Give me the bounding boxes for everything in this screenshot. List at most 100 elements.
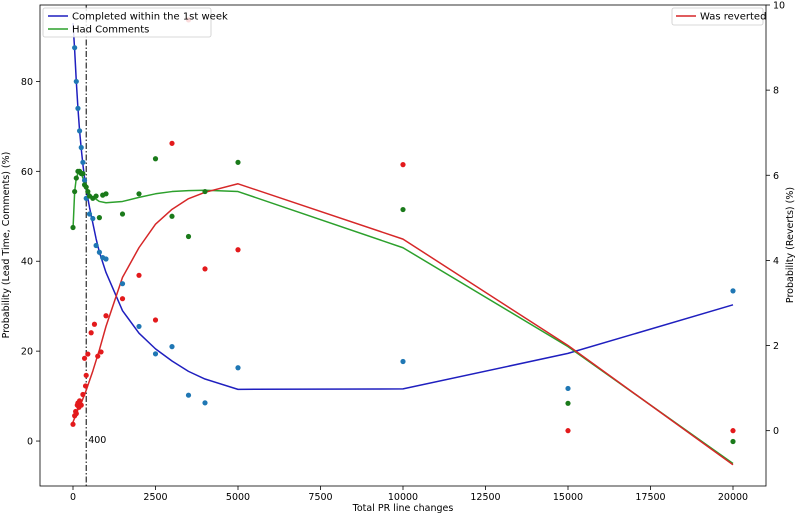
point-comments (185, 233, 192, 240)
point-completed (565, 385, 571, 392)
point-completed (72, 45, 78, 51)
point-comments (72, 188, 78, 195)
point-comments (70, 224, 76, 231)
x-tick-label: 12500 (470, 492, 500, 503)
point-completed (93, 242, 99, 249)
point-completed (96, 249, 102, 255)
point-reverted (119, 296, 126, 302)
y-right-tick-label: 10 (773, 1, 785, 12)
point-reverted (103, 313, 109, 319)
point-reverted (169, 140, 175, 146)
x-tick-label: 17500 (635, 492, 665, 503)
y-right-tick-label: 8 (773, 86, 779, 97)
plot-content: 400 (70, 5, 736, 486)
legend-left-box (42, 7, 212, 38)
legend-right: Was reverted (671, 7, 766, 26)
point-completed (152, 351, 159, 357)
point-reverted (88, 330, 94, 336)
x-tick-label: 0 (70, 492, 76, 503)
point-reverted (78, 402, 84, 408)
point-comments (235, 159, 241, 165)
point-reverted (152, 317, 159, 323)
point-reverted (730, 428, 736, 434)
point-reverted (565, 428, 571, 434)
x-axis-label: Total PR line changes (352, 503, 454, 514)
point-comments (93, 193, 99, 199)
point-comments (136, 191, 142, 197)
point-comments (83, 184, 89, 190)
x-tick-label: 2500 (143, 492, 167, 503)
point-completed (80, 159, 86, 165)
legend-comments-label: Had Comments (72, 25, 149, 36)
y-right-axis-label: Probability (Reverts) (%) (785, 187, 796, 303)
x-axis: 0 2500 5000 7500 10000 12500 15000 17500 20000 (70, 486, 748, 503)
y-right-tick-label: 4 (773, 256, 779, 267)
point-completed (400, 358, 406, 365)
x-tick-label: 7500 (308, 492, 332, 503)
point-reverted (83, 372, 89, 378)
point-comments (96, 215, 102, 221)
x-tick-label: 5000 (226, 492, 250, 503)
x-tick-label: 15000 (553, 492, 583, 503)
y-right-tick-label: 2 (773, 341, 779, 352)
point-comments (400, 206, 406, 213)
point-reverted (400, 162, 406, 168)
point-completed (86, 211, 93, 217)
threshold-label: 400 (88, 435, 106, 446)
point-reverted (77, 398, 83, 404)
point-reverted (80, 391, 86, 398)
point-reverted (91, 321, 98, 327)
point-comments (565, 400, 571, 406)
y-right-tick-label: 6 (773, 171, 779, 182)
point-reverted (202, 266, 208, 272)
point-reverted (95, 353, 101, 359)
point-reverted (98, 349, 104, 355)
point-comments (103, 191, 109, 197)
series-line-reverted (72, 183, 734, 466)
point-comments (119, 211, 126, 217)
point-reverted (235, 247, 241, 253)
y-right-axis: 0 2 4 6 8 10 (766, 1, 785, 437)
point-completed (77, 128, 83, 134)
legend-left: Completed within the 1st week Had Commen… (42, 7, 228, 38)
legend-reverted-label: Was reverted (700, 12, 766, 23)
y-left-tick-label: 60 (21, 167, 33, 178)
point-completed (78, 144, 84, 151)
point-completed (81, 177, 88, 183)
point-completed (136, 323, 142, 330)
point-comments (202, 188, 208, 195)
point-comments (85, 188, 91, 195)
point-reverted (81, 355, 88, 361)
point-comments (73, 175, 79, 181)
point-reverted (136, 272, 142, 278)
y-left-tick-label: 80 (21, 77, 33, 88)
point-completed (169, 344, 175, 350)
point-completed (235, 365, 241, 371)
point-completed (103, 256, 109, 262)
point-completed (202, 400, 208, 406)
x-tick-label: 10000 (388, 492, 418, 503)
point-reverted (85, 351, 91, 357)
y-left-axis-label: Probability (Lead Time, Comments) (%) (1, 152, 12, 339)
point-completed (119, 281, 126, 287)
point-completed (90, 215, 96, 222)
legend-right-box (671, 7, 764, 26)
series-line-completed (72, 22, 734, 391)
y-left-axis: 0 20 40 60 80 (21, 77, 40, 448)
x-tick-label: 20000 (718, 492, 748, 503)
point-completed (185, 392, 192, 398)
point-completed (73, 78, 79, 85)
y-left-tick-label: 0 (27, 437, 33, 448)
y-right-tick-label: 0 (773, 426, 779, 437)
point-comments (80, 170, 86, 177)
y-left-tick-label: 20 (21, 347, 33, 358)
point-reverted (82, 383, 89, 389)
point-reverted (73, 411, 79, 417)
point-reverted (70, 421, 76, 427)
plot-frame (39, 4, 767, 487)
point-completed (75, 105, 81, 111)
point-completed (730, 288, 736, 294)
legend-completed-label: Completed within the 1st week (72, 12, 228, 23)
y-left-tick-label: 40 (21, 257, 33, 268)
